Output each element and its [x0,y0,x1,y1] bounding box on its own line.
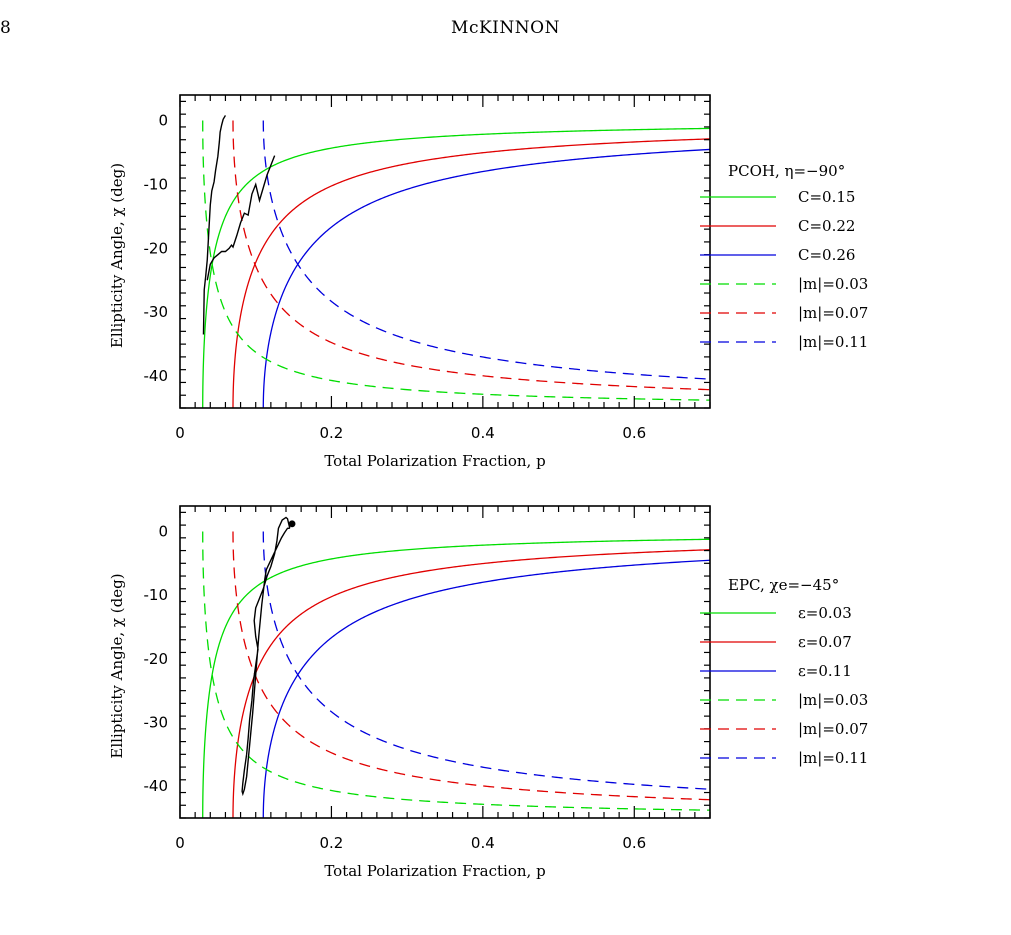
curve-solid-blue-2 [262,559,710,818]
x-tick-label: 0.2 [319,424,343,442]
curve-solid-green-0 [202,127,710,408]
legend-label: |m|=0.11 [798,333,868,351]
y-tick-label: -10 [144,175,169,193]
x-tick-label: 0.6 [622,834,646,852]
legend-label: C=0.26 [798,246,855,264]
y-axis-title: Ellipticity Angle, χ (deg) [108,573,126,758]
y-tick-label: -40 [144,367,169,385]
legend-label: |m|=0.07 [798,720,868,738]
chart-panel-bottom: 0 0.2 0.4 0.6 0 -10 -20 -30 -40 Total Polarizatio… [108,505,868,880]
legend-label: C=0.22 [798,217,855,235]
plot-frame [179,505,711,819]
legend-label: |m|=0.07 [798,304,868,322]
x-tick-label: 0.2 [319,834,343,852]
page-number: 8 [0,18,11,38]
y-tick-label: 0 [158,522,168,540]
x-tick-label: 0.4 [471,424,495,442]
x-tick-label: 0 [175,834,185,852]
curve-solid-green-0 [202,538,710,818]
data-track-6 [202,115,276,335]
y-tick-label: -10 [144,586,169,604]
legend-label: ε=0.03 [798,604,852,622]
plot-frame [179,94,711,409]
curve-dashed-green-3 [202,531,710,811]
y-tick-label: -30 [144,303,169,321]
y-tick-label: -20 [144,239,169,257]
data-track-6 [241,516,291,797]
curve-dashed-blue-5 [262,531,710,790]
y-axis-title: Ellipticity Angle, χ (deg) [108,163,126,348]
legend: EPC, χe=−45° ε=0.03 ε=0.07 ε=0.11 |m|=0.03 |m… [700,576,868,767]
curve-dashed-blue-5 [262,120,710,380]
x-axis-title: Total Polarization Fraction, p [324,452,545,470]
plot-area [202,115,710,408]
y-tick-label: -30 [144,713,169,731]
curve-dashed-green-3 [202,120,710,401]
legend-title: EPC, χe=−45° [728,576,839,594]
x-tick-label: 0.6 [622,424,646,442]
legend: PCOH, η=−90° C=0.15 C=0.22 C=0.26 |m|=0.03 |m… [700,162,868,351]
x-tick-label: 0 [175,424,185,442]
curve-solid-red-1 [232,138,710,408]
curve-dashed-red-4 [232,120,710,391]
data-track-start-marker [288,520,296,528]
chart-panel-top: 0 0.2 0.4 0.6 0 -10 -20 -30 -40 Total Polarizatio… [108,94,868,470]
legend-label: |m|=0.03 [798,691,868,709]
curve-solid-red-1 [232,549,710,818]
legend-label: ε=0.11 [798,662,852,680]
y-tick-label: -40 [144,777,169,795]
curve-solid-blue-2 [262,148,710,408]
y-tick-label: -20 [144,650,169,668]
caption-fragment [0,918,1011,935]
legend-label: C=0.15 [798,188,855,206]
x-axis-title: Total Polarization Fraction, p [324,862,545,880]
legend-title: PCOH, η=−90° [728,162,845,180]
legend-label: |m|=0.11 [798,749,868,767]
plot-area [202,516,710,818]
x-tick-label: 0.4 [471,834,495,852]
curve-dashed-red-4 [232,531,710,801]
legend-label: ε=0.07 [798,633,852,651]
y-tick-label: 0 [158,112,168,130]
legend-label: |m|=0.03 [798,275,868,293]
running-head: McKINNON [451,18,560,38]
